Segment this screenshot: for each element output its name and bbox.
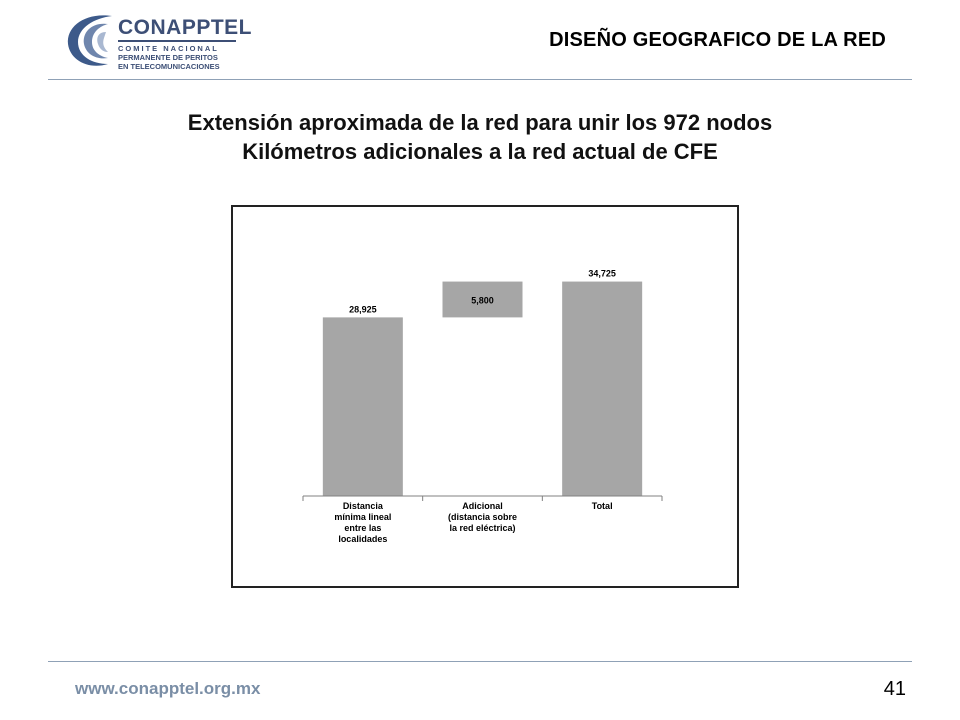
category-label-1-line-4: localidades <box>338 534 387 544</box>
conapptel-logo: CONAPPTEL COMITE NACIONAL PERMANENTE DE … <box>62 10 262 80</box>
bar-2 <box>442 281 523 318</box>
section-title: DISEÑO GEOGRAFICO DE LA RED <box>549 29 886 51</box>
category-label-1-line-1: Distancia <box>343 501 384 511</box>
header-divider <box>48 79 912 80</box>
category-label-2-line-2: (distancia sobre <box>448 512 517 522</box>
data-label-1: 28,925 <box>349 304 377 314</box>
conapptel-emblem-icon <box>67 15 112 66</box>
logo-line-1: COMITE NACIONAL <box>118 44 219 53</box>
page-number: 41 <box>883 678 906 700</box>
category-label-2-line-3: la red eléctrica) <box>449 523 515 533</box>
bar-1 <box>322 317 403 496</box>
slide-heading-line-2: Kilómetros adicionales a la red actual d… <box>242 139 718 164</box>
slide-heading-line-1: Extensión aproximada de la red para unir… <box>187 110 773 135</box>
chart-frame: 28,925 Distancia mínima lineal entre las loc… <box>231 205 739 588</box>
category-label-1-line-3: entre las <box>344 523 381 533</box>
footer-divider <box>48 661 912 662</box>
data-label-2: 5,800 <box>471 295 494 305</box>
logo-name: CONAPPTEL <box>118 16 253 39</box>
category-label-1-line-2: mínima lineal <box>334 512 391 522</box>
logo-line-2: PERMANENTE DE PERITOS <box>118 53 218 62</box>
data-label-3: 34,725 <box>588 269 616 279</box>
category-label-3-line-1: Total <box>592 501 613 511</box>
category-label-2-line-1: Adicional <box>462 501 503 511</box>
footer-url: www.conapptel.org.mx <box>75 679 261 698</box>
bar-3 <box>562 281 643 496</box>
logo-divider <box>118 40 236 42</box>
logo-line-3: EN TELECOMUNICACIONES <box>118 62 220 71</box>
